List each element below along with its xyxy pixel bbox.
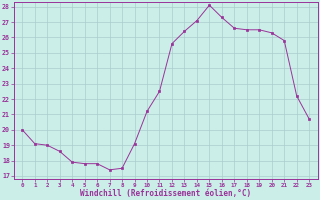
X-axis label: Windchill (Refroidissement éolien,°C): Windchill (Refroidissement éolien,°C) [80,189,251,198]
